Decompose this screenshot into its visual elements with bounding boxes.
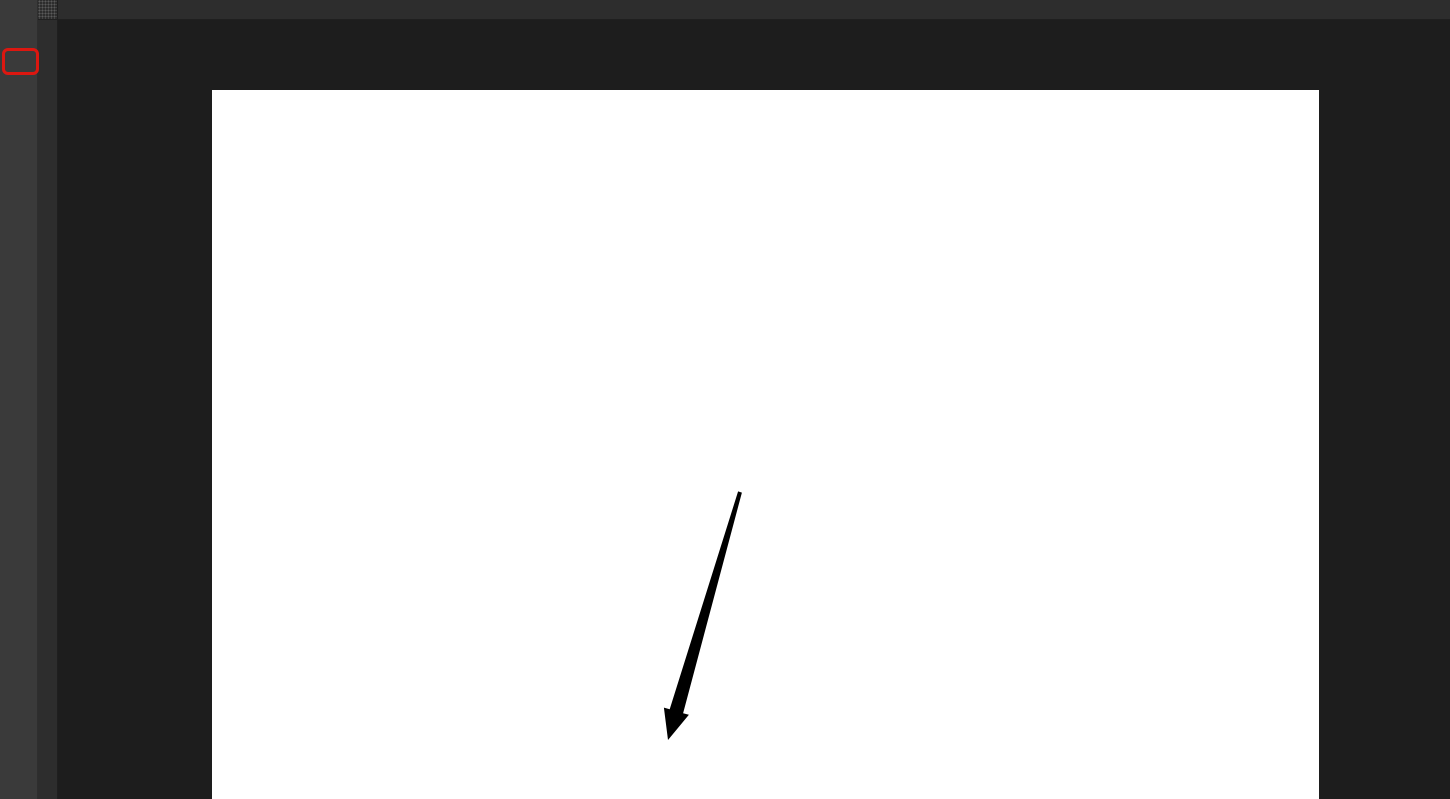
document-canvas[interactable]: [212, 90, 1319, 799]
toolbar: [0, 0, 38, 799]
horizontal-ruler[interactable]: [38, 0, 1450, 20]
ruler-origin-corner: [38, 0, 58, 20]
vertical-ruler[interactable]: [38, 20, 58, 799]
